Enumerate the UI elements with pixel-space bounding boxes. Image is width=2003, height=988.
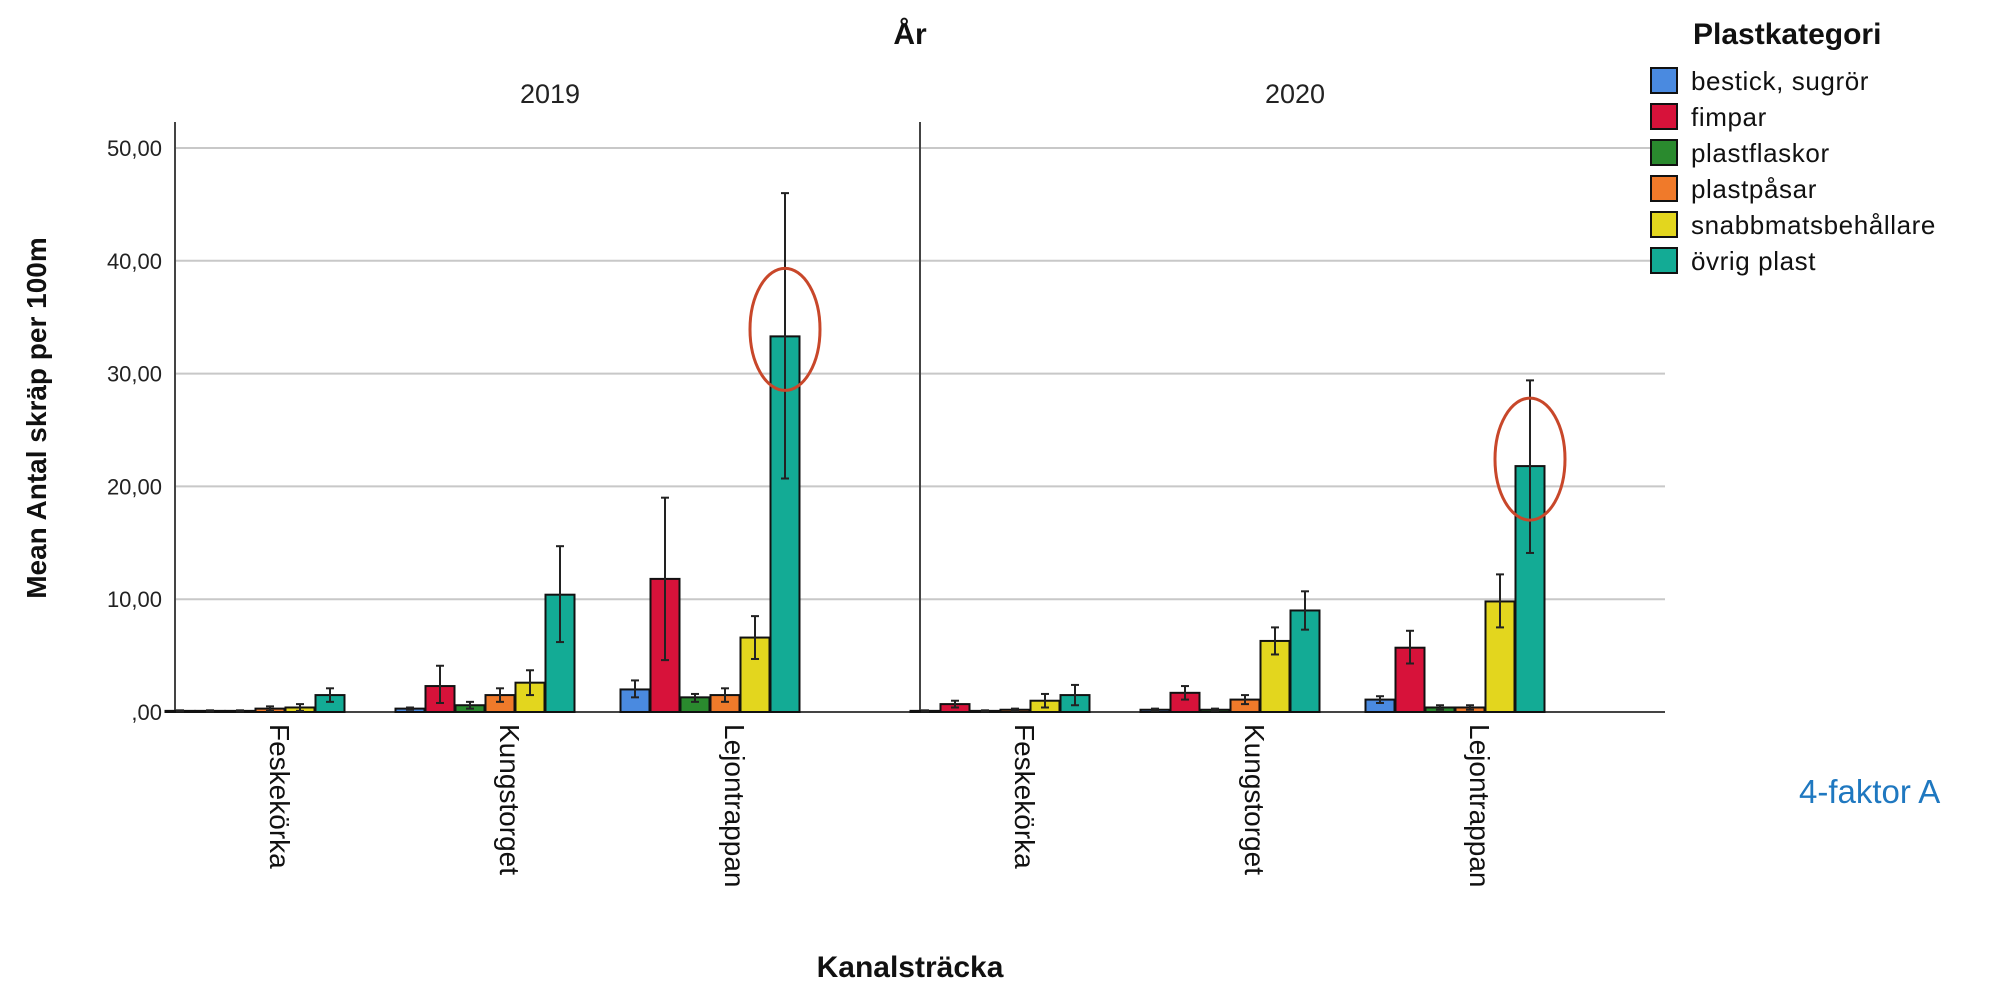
category-label-kungstorget: Kungstorget xyxy=(1239,724,1270,875)
legend-label-ovrig-plast: övrig plast xyxy=(1691,246,1816,276)
category-label-feskekorka: Feskekörka xyxy=(264,724,295,869)
legend-swatch-snabbmatsbehallare xyxy=(1650,211,1678,238)
legend-swatch-plastflaskor xyxy=(1650,139,1678,166)
panel-title-2019: 2019 xyxy=(520,79,580,109)
legend-swatch-ovrig-plast xyxy=(1650,247,1678,274)
legend-swatch-fimpar xyxy=(1650,103,1678,130)
highlight-ellipse-2020 xyxy=(1493,396,1567,522)
category-label-kungstorget: Kungstorget xyxy=(494,724,525,875)
legend-swatch-plastpasar xyxy=(1650,175,1678,202)
x-axis-label: Kanalsträcka xyxy=(817,951,1004,984)
y-tick-label: 10,00 xyxy=(107,587,162,612)
y-tick-label: 40,00 xyxy=(107,249,162,274)
side-note-text: 4-faktor A xyxy=(1799,773,1941,810)
y-tick-label: 50,00 xyxy=(107,136,162,161)
legend-label-bestick-sugror: bestick, sugrör xyxy=(1691,66,1869,96)
y-tick-label: 30,00 xyxy=(107,362,162,387)
panel-title-2020: 2020 xyxy=(1265,79,1325,109)
category-label-lejontrappan: Lejontrappan xyxy=(719,724,750,887)
legend-label-snabbmatsbehallare: snabbmatsbehållare xyxy=(1691,210,1936,240)
category-label-lejontrappan: Lejontrappan xyxy=(1464,724,1495,887)
y-tick-label: ,00 xyxy=(131,700,162,725)
legend: Plastkategori bestick, sugrör fimpar plast… xyxy=(1650,18,1936,276)
legend-label-plastflaskor: plastflaskor xyxy=(1691,138,1830,168)
legend-title: Plastkategori xyxy=(1693,18,1881,51)
category-label-feskekorka: Feskekörka xyxy=(1009,724,1040,869)
legend-swatch-bestick-sugror xyxy=(1650,67,1678,94)
legend-label-fimpar: fimpar xyxy=(1691,102,1767,132)
highlight-ellipse-2019 xyxy=(748,266,822,392)
y-tick-label: 20,00 xyxy=(107,474,162,499)
legend-label-plastpasar: plastpåsar xyxy=(1691,174,1817,204)
panel-header-title: År xyxy=(893,18,927,51)
y-axis-label: Mean Antal skräp per 100m xyxy=(21,237,52,599)
